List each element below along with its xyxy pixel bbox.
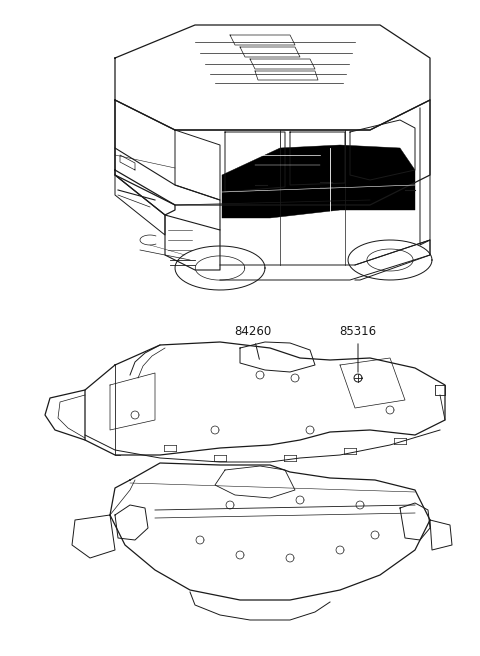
Text: 84260: 84260 <box>234 325 272 338</box>
Polygon shape <box>222 145 415 218</box>
Text: 85316: 85316 <box>339 325 377 338</box>
